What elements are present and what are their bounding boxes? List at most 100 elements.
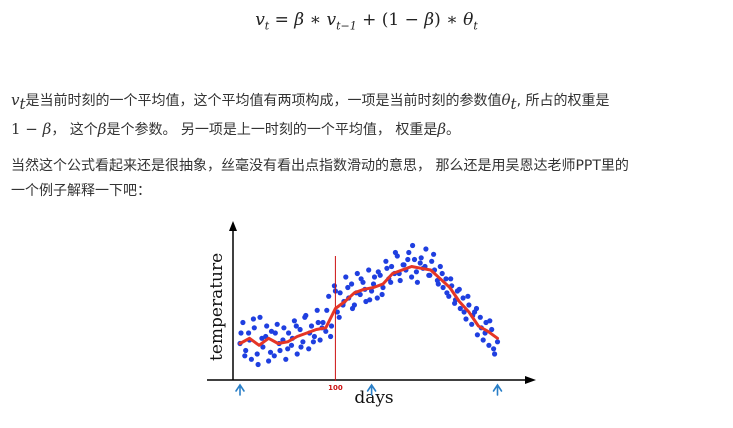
math-t: t xyxy=(19,94,26,113)
data-point xyxy=(286,330,292,336)
ema-formula: vt = β ∗ vt−1 + (1 − β) ∗ θt xyxy=(0,10,733,32)
data-point xyxy=(357,291,363,298)
formula-beta2: β xyxy=(424,10,435,30)
data-point xyxy=(406,249,412,256)
data-point xyxy=(427,272,433,278)
formula-t2: t xyxy=(473,19,478,33)
data-point xyxy=(469,321,475,327)
formula-tminus1: t−1 xyxy=(336,19,357,33)
data-point xyxy=(323,328,329,334)
data-point xyxy=(336,314,342,320)
data-point xyxy=(374,295,380,301)
para1-text4: 是个参数。 另一项是上一时刻的一个平均值， 权重是 xyxy=(106,121,438,138)
smoothed-line xyxy=(238,265,499,347)
data-point xyxy=(492,351,498,357)
data-point xyxy=(334,309,340,315)
data-point xyxy=(328,333,334,340)
data-point xyxy=(463,316,469,322)
data-point xyxy=(317,337,323,343)
y-axis-arrow xyxy=(229,221,237,231)
math-t-2: t xyxy=(510,94,517,113)
para1-text5: 。 xyxy=(446,121,461,138)
formula-one-minus: (1 − xyxy=(381,10,425,30)
data-point xyxy=(288,342,295,348)
data-point xyxy=(271,353,277,359)
data-point xyxy=(238,330,244,336)
data-point xyxy=(486,342,492,348)
data-point xyxy=(474,332,480,338)
data-point xyxy=(417,260,423,266)
day-arrows xyxy=(235,383,503,396)
data-point xyxy=(297,326,303,333)
data-point xyxy=(410,242,416,249)
formula-times2: ∗ xyxy=(440,10,464,30)
data-point xyxy=(367,297,373,303)
formula-plus: + xyxy=(356,10,382,30)
data-point xyxy=(274,321,280,327)
data-point xyxy=(294,351,300,357)
formula-v: v xyxy=(255,10,265,30)
data-point xyxy=(246,330,252,336)
data-point xyxy=(389,263,395,270)
data-point xyxy=(324,307,330,313)
math-beta-2: β xyxy=(97,119,107,138)
data-point xyxy=(413,269,419,275)
data-point xyxy=(326,293,332,299)
data-point xyxy=(397,277,403,284)
data-point xyxy=(411,256,418,263)
day-100-marker: 100 xyxy=(328,256,343,392)
para2-line1: 当然这个公式看起来还是很抽象，丝毫没有看出点指数滑动的意思， 那么还是用吴恩达老… xyxy=(11,158,629,174)
data-point xyxy=(254,351,260,357)
data-point xyxy=(251,325,257,331)
data-point xyxy=(306,346,312,352)
data-point xyxy=(264,323,270,329)
data-point xyxy=(460,295,466,301)
data-point xyxy=(439,270,445,277)
data-point xyxy=(465,293,471,299)
data-point xyxy=(266,358,272,364)
data-point xyxy=(383,258,389,264)
data-point xyxy=(466,302,472,308)
x-axis-label: days xyxy=(354,388,393,408)
para2-line2: 一个例子解释一下吧： xyxy=(11,183,151,199)
data-point xyxy=(405,256,411,263)
data-point xyxy=(431,251,437,257)
explanation-paragraph: vt是当前时刻的一个平均值，这个平均值有两项构成，一项是当前时刻的参数值θt, … xyxy=(11,88,723,143)
data-point xyxy=(418,255,424,261)
data-point xyxy=(388,279,394,285)
data-point xyxy=(392,249,398,256)
data-point xyxy=(456,286,462,292)
formula-theta: θ xyxy=(463,10,474,30)
data-point xyxy=(328,323,335,329)
temperature-chart: temperature days 100 xyxy=(207,221,536,408)
data-point xyxy=(308,323,315,329)
x-axis-arrow xyxy=(525,376,536,384)
data-point xyxy=(349,281,355,287)
day-arrow xyxy=(366,383,377,396)
para1-text1: 是当前时刻的一个平均值，这个平均值有两项构成，一项是当前时刻的参数值 xyxy=(25,93,502,109)
data-point xyxy=(414,279,420,285)
day-100-label: 100 xyxy=(328,384,343,392)
data-point xyxy=(379,291,385,298)
formula-v2: v xyxy=(326,10,337,30)
data-point xyxy=(477,314,483,320)
data-point xyxy=(435,281,441,287)
y-axis-label: temperature xyxy=(207,253,227,361)
data-point xyxy=(480,337,486,343)
data-point xyxy=(369,288,375,294)
data-point xyxy=(444,290,450,296)
data-point xyxy=(300,339,306,345)
data-point xyxy=(429,258,435,264)
data-points xyxy=(237,242,501,368)
data-point xyxy=(259,335,265,341)
data-point xyxy=(337,290,343,296)
data-point xyxy=(354,270,360,277)
data-point xyxy=(240,319,246,326)
data-point xyxy=(283,356,289,362)
data-point xyxy=(331,283,337,289)
data-point xyxy=(437,263,443,270)
formula-beta: β xyxy=(294,10,305,30)
data-point xyxy=(243,347,249,354)
data-point xyxy=(260,344,266,350)
data-point xyxy=(457,305,463,312)
